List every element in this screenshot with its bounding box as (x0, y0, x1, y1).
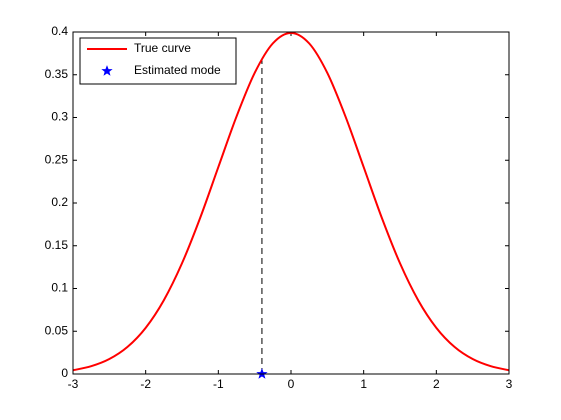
legend-label: Estimated mode (134, 63, 221, 77)
plot-area (73, 32, 509, 374)
legend-star (101, 65, 113, 76)
y-tick-label: 0.15 (45, 238, 69, 252)
y-tick-label: 0.25 (45, 152, 69, 166)
x-tick-label: -1 (213, 377, 224, 391)
x-tick-label: 2 (433, 377, 440, 391)
x-tick-label: 0 (288, 377, 295, 391)
x-tick-label: -2 (140, 377, 151, 391)
legend-label: True curve (134, 41, 191, 55)
y-tick-label: 0.4 (51, 24, 68, 38)
x-tick-label: 1 (360, 377, 367, 391)
y-tick-label: 0.35 (45, 67, 69, 81)
y-tick-label: 0 (61, 366, 68, 380)
curve-line (72, 31, 510, 372)
y-tick-label: 0.05 (45, 323, 69, 337)
x-tick-label: 3 (506, 377, 513, 391)
y-tick-label: 0.1 (51, 281, 68, 295)
legend-box (79, 37, 237, 85)
x-tick-label: -3 (68, 377, 79, 391)
y-tick-label: 0.3 (51, 110, 68, 124)
axes-box (72, 31, 510, 375)
y-tick-label: 0.2 (51, 195, 68, 209)
